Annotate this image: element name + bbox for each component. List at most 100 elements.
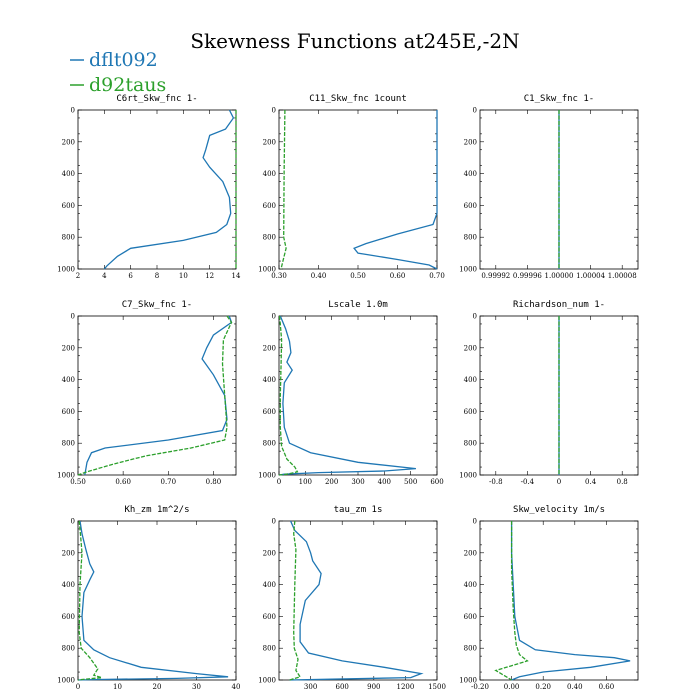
plot-frame xyxy=(278,520,438,681)
series-line-d92taus xyxy=(494,521,529,681)
x-tick-label: 0.60 xyxy=(599,683,615,691)
y-tick-label: 200 xyxy=(464,138,477,146)
series-line-dflt092 xyxy=(278,315,416,476)
x-tick-label: 1200 xyxy=(396,683,414,691)
y-tick-label: 800 xyxy=(464,234,477,242)
legend: dflt092 d92taus xyxy=(70,49,166,96)
x-tick-label: -0.4 xyxy=(521,478,535,486)
y-tick-label: 0 xyxy=(272,107,276,115)
y-tick-label: 800 xyxy=(62,440,75,448)
x-tick-label: 0.4 xyxy=(585,478,597,486)
y-tick-label: 800 xyxy=(62,645,75,653)
y-tick-label: 600 xyxy=(464,202,477,210)
x-tick-label: 400 xyxy=(378,478,391,486)
y-tick-label: 1000 xyxy=(57,266,75,274)
y-tick-label: 1000 xyxy=(459,266,477,274)
plot-frame xyxy=(278,109,438,270)
x-tick-label: 500 xyxy=(404,478,417,486)
y-tick-label: 1000 xyxy=(57,472,75,480)
series-line-d92taus xyxy=(77,520,102,681)
series-line-d92taus xyxy=(278,315,299,476)
series-line-dflt092 xyxy=(84,315,233,476)
y-tick-label: 600 xyxy=(62,202,75,210)
x-tick-label: 0.60 xyxy=(390,272,406,280)
y-tick-label: 1000 xyxy=(459,472,477,480)
y-tick-label: 1000 xyxy=(57,677,75,685)
x-tick-label: 8 xyxy=(155,272,159,280)
y-tick-label: 800 xyxy=(263,234,276,242)
y-tick-label: 400 xyxy=(464,376,477,384)
y-tick-label: 400 xyxy=(464,581,477,589)
series-line-dflt092 xyxy=(510,521,631,681)
y-tick-label: 400 xyxy=(263,376,276,384)
x-tick-label: 900 xyxy=(367,683,380,691)
x-tick-label: 300 xyxy=(351,478,364,486)
y-tick-label: 0 xyxy=(272,313,276,321)
x-tick-label: 0.80 xyxy=(206,478,222,486)
y-tick-label: 200 xyxy=(464,549,477,557)
y-tick-label: 800 xyxy=(464,645,477,653)
x-tick-label: 0.30 xyxy=(271,272,287,280)
y-tick-label: 0 xyxy=(473,107,477,115)
y-tick-label: 0 xyxy=(71,313,75,321)
legend-label-dflt092: dflt092 xyxy=(89,49,158,71)
panel-6: Richardson_num 1- 0 200 400 600 800 1000 -0.8 -0… xyxy=(459,300,639,486)
x-tick-label: 1.00004 xyxy=(576,272,605,280)
x-tick-label: 600 xyxy=(336,683,349,691)
y-tick-label: 600 xyxy=(464,408,477,416)
x-tick-label: 0.60 xyxy=(115,478,131,486)
panel-title: Lscale 1.0m xyxy=(328,300,388,310)
x-tick-label: 0.70 xyxy=(429,272,445,280)
x-tick-label: 14 xyxy=(232,272,241,280)
panel-title: C7_Skw_fnc 1- xyxy=(122,300,192,310)
series-line-dflt092 xyxy=(353,110,438,270)
y-tick-label: 600 xyxy=(62,613,75,621)
panel-9: Skw_velocity 1m/s 0 200 400 600 800 1000-0.20 0… xyxy=(459,505,639,691)
x-tick-label: 40 xyxy=(232,683,241,691)
panel-title: C11_Skw_fnc 1count xyxy=(309,94,407,104)
x-tick-label: 30 xyxy=(192,683,201,691)
panel-title: C1_Skw_fnc 1- xyxy=(524,94,594,104)
y-tick-label: 200 xyxy=(263,138,276,146)
x-tick-label: 20 xyxy=(153,683,162,691)
x-tick-label: 0 xyxy=(557,478,561,486)
panel-title: Skw_velocity 1m/s xyxy=(513,505,605,515)
y-tick-label: 800 xyxy=(464,440,477,448)
series-line-dflt092 xyxy=(77,520,229,681)
x-tick-label: -0.8 xyxy=(489,478,503,486)
y-tick-label: 400 xyxy=(263,170,276,178)
y-tick-label: 1000 xyxy=(459,677,477,685)
x-tick-label: 0.50 xyxy=(350,272,366,280)
plot-frame xyxy=(479,520,639,681)
y-tick-label: 600 xyxy=(62,408,75,416)
y-tick-label: 800 xyxy=(62,234,75,242)
y-tick-label: 1000 xyxy=(258,677,276,685)
series-line-dflt092 xyxy=(103,109,235,270)
y-tick-label: 0 xyxy=(473,313,477,321)
x-tick-label: 0.40 xyxy=(567,683,583,691)
y-tick-label: 400 xyxy=(62,581,75,589)
x-tick-label: 0.00 xyxy=(504,683,520,691)
x-tick-label: 0.20 xyxy=(535,683,551,691)
x-tick-label: 1.00008 xyxy=(608,272,637,280)
x-tick-label: 10 xyxy=(179,272,188,280)
y-tick-label: 600 xyxy=(464,613,477,621)
y-tick-label: 800 xyxy=(263,645,276,653)
y-tick-label: 800 xyxy=(263,440,276,448)
x-tick-label: 2 xyxy=(76,272,80,280)
y-tick-label: 200 xyxy=(263,549,276,557)
x-tick-label: 12 xyxy=(205,272,214,280)
y-tick-label: 200 xyxy=(263,344,276,352)
series-line-d92taus xyxy=(77,315,233,476)
x-tick-label: 0.70 xyxy=(160,478,176,486)
plot-frame xyxy=(278,315,438,476)
x-tick-label: 0.8 xyxy=(617,478,628,486)
x-tick-label: 1.00000 xyxy=(545,272,574,280)
panel-title: Richardson_num 1- xyxy=(513,300,605,310)
x-tick-label: 0.40 xyxy=(311,272,327,280)
